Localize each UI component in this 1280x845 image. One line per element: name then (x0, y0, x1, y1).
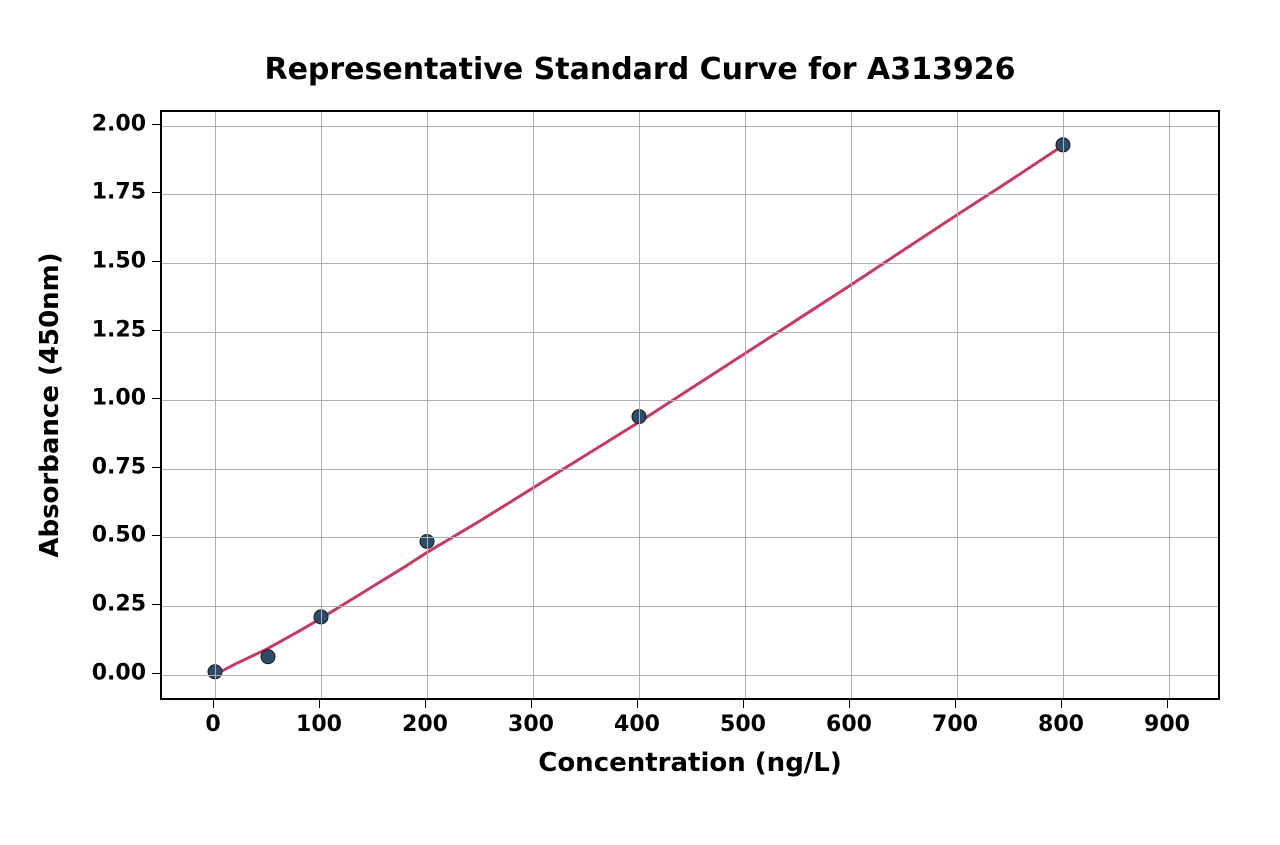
y-tick-label: 0.25 (92, 591, 146, 616)
y-tick (152, 124, 160, 125)
y-tick-label: 0.00 (92, 660, 146, 685)
x-tick (1061, 700, 1062, 708)
x-tick (955, 700, 956, 708)
y-tick (152, 535, 160, 536)
grid-line-vertical (851, 112, 852, 698)
grid-line-vertical (1169, 112, 1170, 698)
grid-line-vertical (957, 112, 958, 698)
y-tick (152, 467, 160, 468)
x-tick-label: 900 (1144, 712, 1190, 737)
grid-line-horizontal (162, 537, 1218, 538)
y-tick-label: 0.75 (92, 454, 146, 479)
grid-line-vertical (533, 112, 534, 698)
y-tick (152, 673, 160, 674)
x-tick-label: 600 (826, 712, 872, 737)
y-tick-label: 1.50 (92, 248, 146, 273)
y-tick (152, 330, 160, 331)
grid-line-horizontal (162, 675, 1218, 676)
grid-line-vertical (745, 112, 746, 698)
y-tick-label: 0.50 (92, 523, 146, 548)
grid-line-horizontal (162, 332, 1218, 333)
chart-container: Representative Standard Curve for A31392… (0, 0, 1280, 845)
x-tick (531, 700, 532, 708)
x-tick-label: 500 (720, 712, 766, 737)
x-tick-label: 400 (614, 712, 660, 737)
grid-line-vertical (639, 112, 640, 698)
y-tick-label: 1.75 (92, 180, 146, 205)
y-tick (152, 192, 160, 193)
x-tick (637, 700, 638, 708)
x-tick-label: 300 (508, 712, 554, 737)
plot-area (160, 110, 1220, 700)
y-tick-label: 1.25 (92, 317, 146, 342)
grid-line-vertical (215, 112, 216, 698)
x-tick (1167, 700, 1168, 708)
x-tick (425, 700, 426, 708)
grid-line-vertical (321, 112, 322, 698)
chart-title: Representative Standard Curve for A31392… (0, 52, 1280, 87)
y-axis-label: Absorbance (450nm) (35, 252, 65, 557)
grid-line-horizontal (162, 400, 1218, 401)
grid-line-horizontal (162, 263, 1218, 264)
grid-line-horizontal (162, 606, 1218, 607)
y-tick-label: 2.00 (92, 111, 146, 136)
x-tick (849, 700, 850, 708)
x-axis-label: Concentration (ng/L) (538, 748, 842, 778)
y-tick (152, 604, 160, 605)
x-tick-label: 200 (402, 712, 448, 737)
grid-line-vertical (427, 112, 428, 698)
x-tick-label: 700 (932, 712, 978, 737)
data-point (261, 650, 275, 664)
x-tick-label: 800 (1038, 712, 1084, 737)
grid-line-horizontal (162, 194, 1218, 195)
y-tick (152, 398, 160, 399)
grid-line-vertical (1063, 112, 1064, 698)
x-tick-label: 0 (205, 712, 220, 737)
x-tick-label: 100 (296, 712, 342, 737)
x-tick (319, 700, 320, 708)
grid-line-horizontal (162, 126, 1218, 127)
y-tick-label: 1.00 (92, 386, 146, 411)
grid-line-horizontal (162, 469, 1218, 470)
y-tick (152, 261, 160, 262)
x-tick (743, 700, 744, 708)
x-tick (213, 700, 214, 708)
